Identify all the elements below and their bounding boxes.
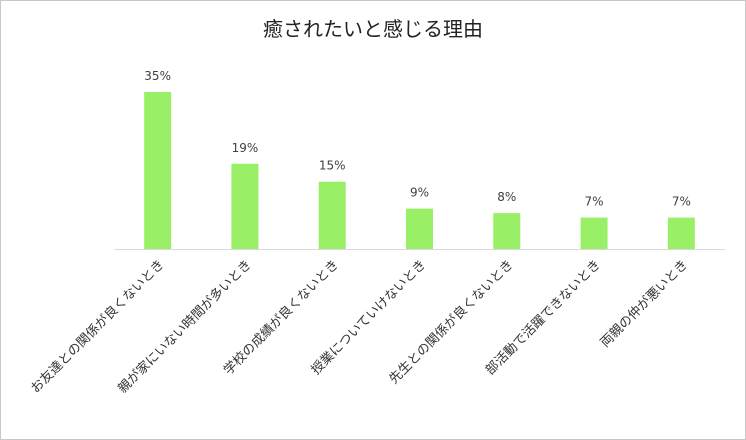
value-label: 15% (319, 159, 346, 173)
bar (231, 163, 259, 249)
value-label: 8% (497, 190, 516, 204)
chart-title: 癒されたいと感じる理由 (263, 17, 483, 41)
value-label: 9% (410, 186, 429, 200)
bar (493, 213, 521, 249)
bar (144, 92, 172, 249)
value-label: 7% (672, 195, 691, 209)
value-label: 7% (585, 195, 604, 209)
value-label: 35% (144, 69, 171, 83)
bar (406, 208, 433, 249)
bar (580, 217, 608, 249)
bar (318, 181, 346, 249)
bar (667, 217, 695, 249)
value-label: 19% (232, 141, 259, 155)
